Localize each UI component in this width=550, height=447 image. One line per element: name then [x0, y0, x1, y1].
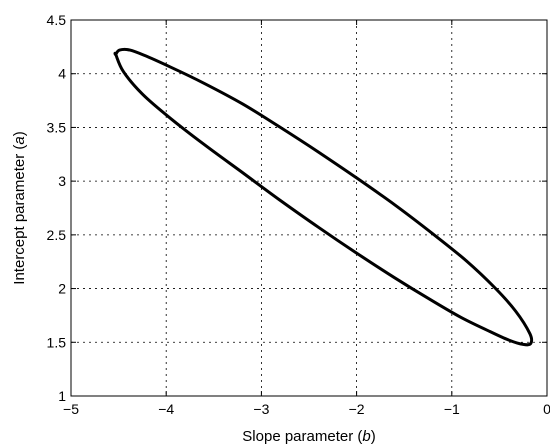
y-tick-label: 3: [58, 173, 66, 189]
y-tick-label: 1: [58, 388, 66, 404]
y-tick-label: 4.5: [47, 12, 67, 28]
x-tick-label: −1: [444, 401, 460, 417]
axis-ticks: [70, 19, 548, 397]
series-layer: [113, 47, 534, 347]
y-tick-label: 1.5: [47, 334, 67, 350]
x-tick-label: −5: [63, 401, 79, 417]
x-tick-label: −3: [253, 401, 269, 417]
y-axis-label: Intercept parameter (a): [11, 131, 28, 284]
tick-labels: −5 −4 −3 −2 −1 0 1 1.5 2 2.5 3 3.5 4 4.5: [47, 12, 550, 417]
y-tick-label: 4: [58, 66, 66, 82]
y-tick-label: 2.5: [47, 227, 67, 243]
x-axis-label: Slope parameter (b): [242, 428, 375, 445]
x-tick-label: −4: [158, 401, 174, 417]
plot-frame: [70, 19, 548, 397]
x-tick-label: −2: [349, 401, 365, 417]
confidence-ellipse: [113, 47, 534, 347]
x-tick-label: 0: [543, 401, 550, 417]
y-tick-label: 3.5: [47, 119, 67, 135]
grid: [71, 20, 547, 396]
y-tick-label: 2: [58, 281, 66, 297]
